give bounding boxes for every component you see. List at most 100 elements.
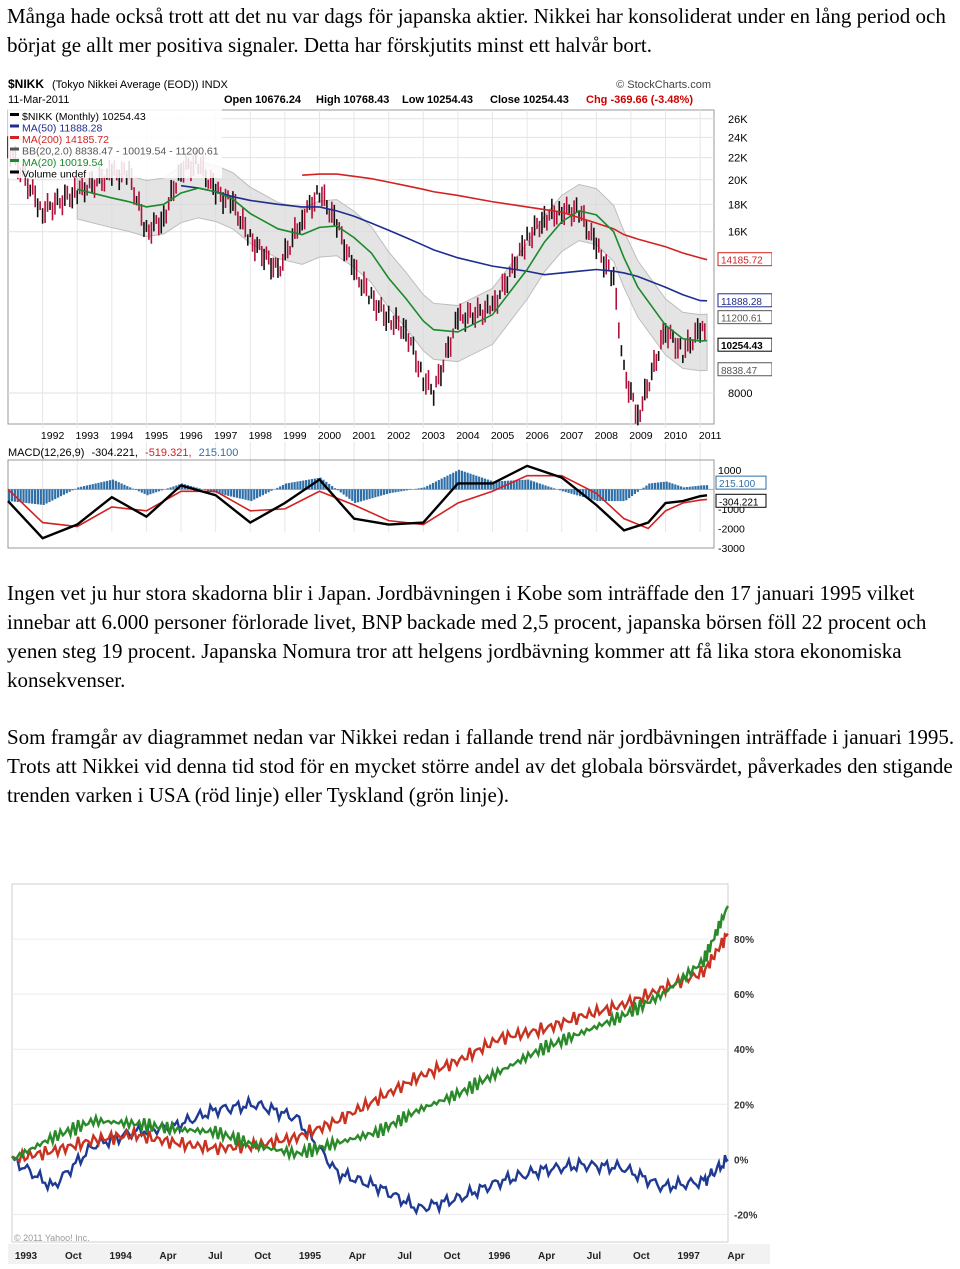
price-y-tick: 26K xyxy=(728,114,748,126)
histogram-bar xyxy=(371,489,374,499)
histogram-bar xyxy=(279,486,282,490)
histogram-bar xyxy=(403,489,406,491)
year-tick: 2009 xyxy=(629,430,653,442)
comparison-frame xyxy=(11,883,729,1243)
year-tick: 2004 xyxy=(456,430,480,442)
histogram-bar xyxy=(281,484,285,490)
histogram-bar xyxy=(333,488,337,490)
macd-value-tag-text: 215.100 xyxy=(719,479,756,490)
histogram-bar xyxy=(339,489,342,493)
histogram-bar xyxy=(452,472,455,490)
comparison-x-tick: 1993 xyxy=(15,1251,38,1262)
year-tick: 2003 xyxy=(422,430,446,442)
histogram-bar xyxy=(345,489,348,497)
comparison-line xyxy=(11,905,730,1162)
histogram-bar xyxy=(630,489,634,497)
year-tick: 2011 xyxy=(699,430,722,442)
histogram-bar xyxy=(204,489,207,490)
histogram-bar xyxy=(492,481,495,490)
histogram-bar xyxy=(561,489,564,492)
comparison-x-tick: 1996 xyxy=(488,1251,511,1262)
histogram-bar xyxy=(230,489,233,497)
histogram-bar xyxy=(553,488,556,490)
comparison-x-tick: 1994 xyxy=(110,1251,133,1262)
histogram-bar xyxy=(466,472,469,490)
intro-paragraph: Många hade också trott att det nu var da… xyxy=(7,4,946,57)
histogram-bar xyxy=(91,484,94,490)
histogram-bar xyxy=(264,489,267,494)
price-y-tick: 24K xyxy=(728,132,748,144)
yahoo-copyright: © 2011 Yahoo! Inc. xyxy=(14,1233,90,1243)
histogram-bar xyxy=(429,484,432,490)
histogram-bar xyxy=(82,486,86,490)
histogram-bar xyxy=(619,489,622,502)
value-tag-text: 11200.61 xyxy=(721,314,762,325)
histogram-bar xyxy=(88,484,91,490)
year-tick: 2001 xyxy=(352,430,376,442)
histogram-bar xyxy=(166,488,169,490)
macd-label: MACD(12,26,9) -304.221, -519.321, 215.10… xyxy=(8,447,238,459)
histogram-bar xyxy=(558,489,562,491)
macd-label-v3: 215.100 xyxy=(199,447,239,459)
legend-swatch xyxy=(10,170,19,174)
comparison-x-tick: Apr xyxy=(159,1251,176,1262)
histogram-bar xyxy=(328,483,331,490)
histogram-bar xyxy=(45,489,48,504)
histogram-bar xyxy=(417,488,420,490)
histogram-bar xyxy=(351,489,354,501)
histogram-bar xyxy=(685,487,688,490)
histogram-bar xyxy=(463,471,466,490)
histogram-bar xyxy=(331,486,334,490)
comparison-y-tick: 80% xyxy=(734,935,754,946)
chart-low: Low 10254.43 xyxy=(402,94,473,106)
year-axis: 1992 1993 1994 1995 1996 1997 1998 1999 2000 2001… xyxy=(8,428,722,442)
histogram-bar xyxy=(250,489,253,502)
histogram-bar xyxy=(509,480,513,490)
histogram-bar xyxy=(697,485,700,490)
histogram-bar xyxy=(54,489,57,500)
histogram-bar xyxy=(238,489,241,499)
histogram-bar xyxy=(405,489,409,491)
macd-label-v1: -304.221, xyxy=(91,447,137,459)
histogram-bar xyxy=(391,489,394,493)
comparison-y-tick: -20% xyxy=(734,1210,757,1221)
histogram-bar xyxy=(244,489,247,500)
macd-y-tick: -2000 xyxy=(718,523,745,535)
legend-entry: BB(20,2.0) 8838.47 - 10019.54 - 11200.61 xyxy=(22,146,219,158)
histogram-bar xyxy=(10,489,14,502)
histogram-bar xyxy=(457,469,461,490)
histogram-bar xyxy=(535,482,538,490)
histogram-bar xyxy=(659,482,662,490)
trend-paragraph: Som framgår av diagrammet nedan var Nikk… xyxy=(7,725,955,807)
histogram-bar xyxy=(365,489,368,500)
histogram-bar xyxy=(172,486,175,490)
histogram-bar xyxy=(132,488,135,490)
histogram-bar xyxy=(625,489,628,501)
year-tick: 2008 xyxy=(595,430,619,442)
histogram-bar xyxy=(538,483,541,490)
histogram-bar xyxy=(155,489,158,493)
histogram-bar xyxy=(515,480,518,490)
histogram-bar xyxy=(400,489,403,492)
histogram-bar xyxy=(253,489,256,500)
year-tick: 2005 xyxy=(491,430,515,442)
histogram-bar xyxy=(388,489,391,494)
histogram-bar xyxy=(385,489,389,495)
year-tick: 1995 xyxy=(145,430,169,442)
comparison-line xyxy=(11,932,729,1164)
histogram-bar xyxy=(671,483,674,490)
histogram-bar xyxy=(440,478,443,490)
histogram-bar xyxy=(573,489,576,495)
price-y-tick: 18K xyxy=(728,199,748,211)
histogram-bar xyxy=(94,483,97,490)
histogram-bar xyxy=(146,489,149,496)
histogram-bar xyxy=(232,489,236,498)
comparison-x-tick: Jul xyxy=(208,1251,223,1262)
price-y-tick: 22K xyxy=(728,153,748,165)
histogram-bar xyxy=(679,486,683,490)
histogram-bar xyxy=(397,489,400,492)
value-tag-text: 14185.72 xyxy=(721,256,763,267)
histogram-bar xyxy=(682,487,686,490)
macd-value-tag xyxy=(715,475,767,490)
histogram-bar xyxy=(354,489,357,504)
